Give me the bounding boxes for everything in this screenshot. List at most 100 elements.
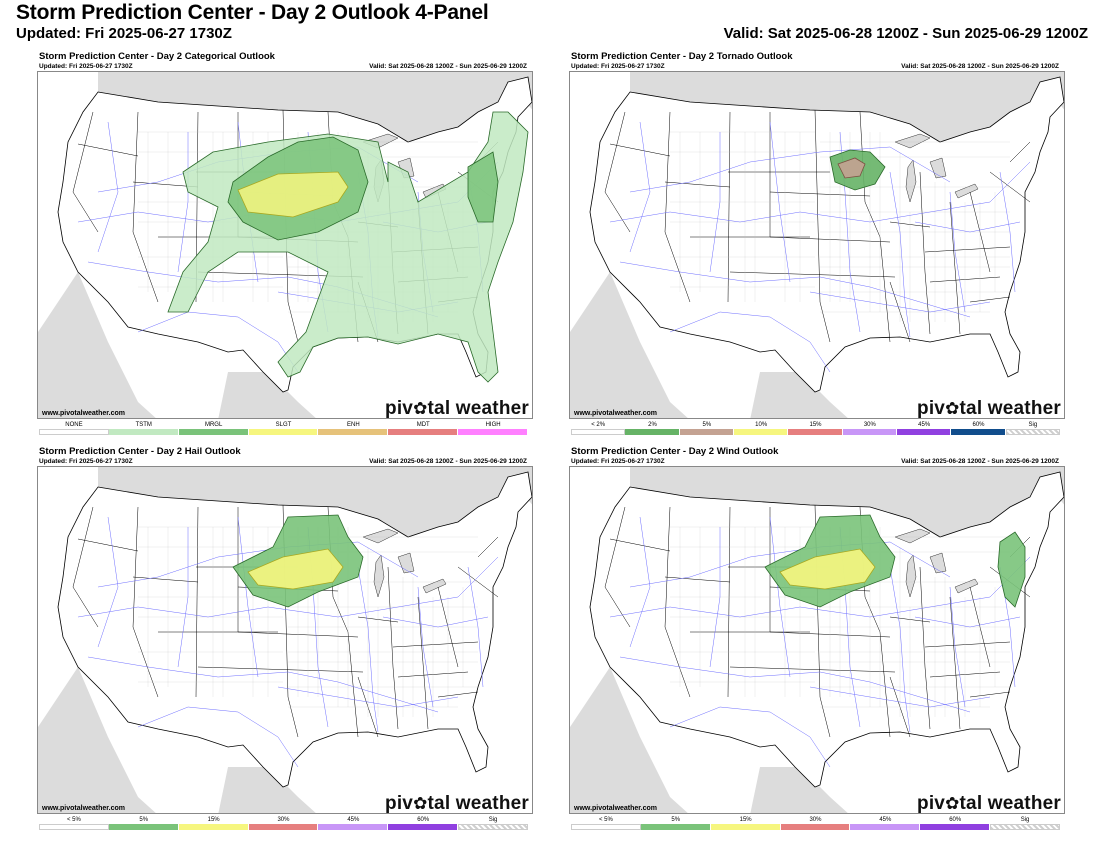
- legend-label: 15%: [809, 422, 822, 428]
- legend-label: 30%: [863, 422, 876, 428]
- legend-swatch: [842, 429, 897, 435]
- legend-item: 30%: [780, 817, 851, 837]
- legend-label: < 5%: [67, 817, 81, 823]
- legend-swatch: [897, 429, 952, 435]
- site-url: www.pivotalweather.com: [574, 805, 657, 812]
- legend-swatch: [39, 429, 109, 435]
- legend-swatch: [951, 429, 1006, 435]
- legend-item: 60%: [951, 422, 1006, 442]
- site-url: www.pivotalweather.com: [574, 410, 657, 417]
- panel-tornado: Storm Prediction Center - Day 2 Tornado …: [566, 51, 1066, 446]
- legend-label: ENH: [347, 422, 360, 428]
- panel-updated: Updated: Fri 2025-06-27 1730Z: [571, 63, 665, 70]
- legend-item: MRGL: [178, 422, 249, 442]
- wind-15pct-area: [779, 548, 876, 590]
- legend-swatch: [571, 429, 626, 435]
- categorical-map: www.pivotalweather.com piv✿tal weather: [37, 71, 533, 419]
- site-url: www.pivotalweather.com: [42, 410, 125, 417]
- legend-item: 45%: [897, 422, 952, 442]
- panel-updated: Updated: Fri 2025-06-27 1730Z: [39, 458, 133, 465]
- legend-label: Sig: [1028, 422, 1038, 428]
- legend-label: MDT: [416, 422, 430, 428]
- brand-text-left: piv: [917, 793, 946, 814]
- legend-swatch: [1005, 429, 1060, 435]
- legend-item: 15%: [178, 817, 249, 837]
- legend-label: NONE: [65, 422, 83, 428]
- panel-valid: Valid: Sat 2025-06-28 1200Z - Sun 2025-0…: [901, 63, 1059, 70]
- legend-swatch: [920, 824, 991, 830]
- legend-swatch: [108, 824, 179, 830]
- legend-item: 5%: [108, 817, 179, 837]
- legend-item: 60%: [388, 817, 459, 837]
- map-svg: [38, 72, 532, 418]
- legend-swatch: [248, 429, 319, 435]
- legend-label: 30%: [277, 817, 290, 823]
- legend-swatch: [388, 429, 459, 435]
- legend: < 5% 5% 15% 30% 45% 60% Sig: [39, 817, 528, 837]
- legend-item: 45%: [850, 817, 921, 837]
- legend-item: 10%: [734, 422, 789, 442]
- legend: NONE TSTM MRGL SLGT ENH MDT HIGH: [39, 422, 528, 442]
- panel-title: Storm Prediction Center - Day 2 Tornado …: [571, 51, 793, 62]
- brand-text-right: tal weather: [959, 398, 1061, 419]
- brand-text-right: tal weather: [959, 793, 1061, 814]
- legend-label: 45%: [879, 817, 892, 823]
- legend-label: < 5%: [599, 817, 613, 823]
- panel-title: Storm Prediction Center - Day 2 Categori…: [39, 51, 275, 62]
- legend-swatch: [710, 824, 781, 830]
- legend-item: < 2%: [571, 422, 626, 442]
- legend-label: Sig: [1020, 817, 1030, 823]
- panel-title: Storm Prediction Center - Day 2 Hail Out…: [39, 446, 241, 457]
- legend-item: 15%: [710, 817, 781, 837]
- legend-label: 60%: [972, 422, 985, 428]
- legend-swatch: [640, 824, 711, 830]
- legend: < 2% 2% 5% 10% 15% 30% 45% 60% Sig: [571, 422, 1060, 442]
- panel-title: Storm Prediction Center - Day 2 Wind Out…: [571, 446, 779, 457]
- legend-swatch: [388, 824, 459, 830]
- wind-5pct-east-area: [997, 531, 1026, 608]
- tornado-map: www.pivotalweather.com piv✿tal weather: [569, 71, 1065, 419]
- legend-item: 15%: [788, 422, 843, 442]
- gear-icon: ✿: [945, 399, 960, 418]
- legend-label: 5%: [139, 817, 149, 823]
- legend-item: 5%: [640, 817, 711, 837]
- legend-swatch: [780, 824, 851, 830]
- legend-label: 45%: [347, 817, 360, 823]
- legend-label: 10%: [755, 422, 768, 428]
- legend-label: 5%: [671, 817, 681, 823]
- wind-map: www.pivotalweather.com piv✿tal weather: [569, 466, 1065, 814]
- legend-swatch: [625, 429, 680, 435]
- legend-label: 2%: [648, 422, 657, 428]
- legend: < 5% 5% 15% 30% 45% 60% Sig: [571, 817, 1060, 837]
- panel-valid: Valid: Sat 2025-06-28 1200Z - Sun 2025-0…: [369, 458, 527, 465]
- legend-swatch: [108, 429, 179, 435]
- legend-item: Sig: [990, 817, 1060, 837]
- legend-label: 5%: [702, 422, 712, 428]
- map-svg: [570, 72, 1064, 418]
- panel-valid: Valid: Sat 2025-06-28 1200Z - Sun 2025-0…: [901, 458, 1059, 465]
- brand-logo: piv✿tal weather: [917, 398, 1061, 419]
- legend-item: 30%: [842, 422, 897, 442]
- slgt-area: [237, 171, 349, 218]
- site-url: www.pivotalweather.com: [42, 805, 125, 812]
- panel-categorical: Storm Prediction Center - Day 2 Categori…: [34, 51, 534, 446]
- legend-item: 60%: [920, 817, 991, 837]
- panel-hail: Storm Prediction Center - Day 2 Hail Out…: [34, 446, 534, 841]
- legend-label: 15%: [739, 817, 752, 823]
- brand-text-right: tal weather: [427, 398, 529, 419]
- legend-item: 5%: [679, 422, 734, 442]
- legend-label: Sig: [488, 817, 498, 823]
- mrgl-east-area: [467, 151, 499, 223]
- map-svg: [570, 467, 1064, 813]
- brand-text-left: piv: [385, 793, 414, 814]
- legend-swatch: [850, 824, 921, 830]
- legend-item: 30%: [248, 817, 319, 837]
- legend-swatch: [571, 824, 641, 830]
- page-valid: Valid: Sat 2025-06-28 1200Z - Sun 2025-0…: [723, 25, 1088, 42]
- legend-swatch: [39, 824, 109, 830]
- panel-updated: Updated: Fri 2025-06-27 1730Z: [39, 63, 133, 70]
- legend-swatch: [318, 824, 389, 830]
- legend-item: MDT: [388, 422, 459, 442]
- brand-text-left: piv: [917, 398, 946, 419]
- gear-icon: ✿: [413, 794, 428, 813]
